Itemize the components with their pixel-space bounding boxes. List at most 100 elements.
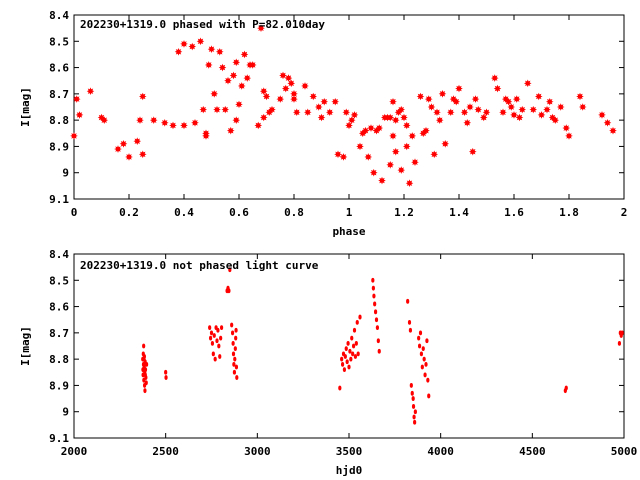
unphased-y-tick-label: 9 bbox=[62, 406, 69, 419]
data-point bbox=[479, 113, 488, 122]
phased-x-tick-label: 0.4 bbox=[174, 206, 194, 219]
data-point bbox=[142, 354, 146, 359]
unphased-x-tick-label: 2500 bbox=[152, 445, 179, 458]
phased-y-tick-label: 8.7 bbox=[49, 88, 69, 101]
data-point bbox=[419, 351, 424, 357]
data-point bbox=[356, 351, 360, 357]
data-point bbox=[421, 346, 425, 352]
data-point bbox=[290, 95, 298, 103]
data-point bbox=[564, 385, 568, 391]
data-point bbox=[144, 375, 148, 380]
data-point bbox=[212, 333, 216, 338]
phased-y-axis-label: I[mag] bbox=[19, 87, 32, 127]
data-point bbox=[367, 124, 375, 132]
data-point bbox=[254, 121, 263, 130]
data-point bbox=[389, 132, 397, 140]
phased-x-tick-labels: 0 0.2 0.4 0.6 0.8 1 1.2 1.4 1.6 1.8 2 bbox=[71, 206, 628, 219]
data-point bbox=[281, 84, 290, 93]
unphased-x-tick-label: 4000 bbox=[427, 445, 454, 458]
unphased-y-tick-label: 8.5 bbox=[49, 274, 69, 287]
data-point bbox=[417, 343, 422, 349]
data-point bbox=[234, 364, 239, 370]
data-point bbox=[226, 126, 235, 135]
data-point bbox=[435, 116, 444, 124]
phased-panel: 0 0.2 0.4 0.6 0.8 1 1.2 1.4 1.6 1.8 2 8.4 8.5 8.6 8.7… bbox=[19, 9, 627, 238]
data-point bbox=[420, 364, 424, 370]
data-point bbox=[378, 176, 386, 185]
data-point bbox=[279, 71, 287, 80]
data-point bbox=[188, 42, 197, 51]
data-point bbox=[344, 346, 348, 352]
phased-chart-title: 202230+1319.0 phased with P=82.010day bbox=[80, 18, 325, 31]
data-point bbox=[217, 343, 221, 349]
data-point bbox=[86, 87, 95, 96]
data-point bbox=[233, 356, 237, 362]
data-point bbox=[406, 298, 410, 304]
data-point bbox=[452, 97, 461, 106]
data-point bbox=[518, 105, 527, 114]
data-point bbox=[232, 369, 237, 375]
phased-x-tick-label: 1 bbox=[346, 206, 353, 219]
data-point bbox=[164, 369, 168, 375]
data-point bbox=[320, 97, 329, 106]
unphased-panel: 2000 2500 3000 3500 4000 4500 5000 8.48.58.68.… bbox=[19, 248, 637, 477]
data-point bbox=[211, 351, 215, 357]
data-point bbox=[349, 356, 353, 362]
data-point bbox=[204, 61, 213, 69]
data-point bbox=[208, 325, 212, 330]
data-point bbox=[397, 105, 406, 114]
data-point bbox=[145, 362, 149, 367]
data-point bbox=[545, 97, 554, 106]
unphased-x-tick-label: 3000 bbox=[244, 445, 271, 458]
data-point bbox=[408, 132, 417, 140]
data-point bbox=[374, 317, 379, 323]
data-point bbox=[603, 118, 612, 127]
data-point bbox=[377, 348, 381, 354]
unphased-y-tick-label: 8.9 bbox=[49, 379, 69, 392]
unphased-plot-frame bbox=[73, 253, 625, 439]
data-point bbox=[196, 37, 205, 46]
data-point bbox=[422, 356, 426, 362]
data-point bbox=[427, 393, 431, 399]
data-point bbox=[216, 327, 220, 333]
data-point bbox=[375, 325, 380, 330]
data-point bbox=[342, 108, 351, 117]
phased-y-tick-label: 8.6 bbox=[49, 62, 69, 75]
data-point bbox=[234, 327, 238, 333]
unphased-data-points bbox=[141, 267, 624, 425]
data-point bbox=[515, 113, 524, 122]
data-point bbox=[391, 147, 400, 156]
data-point bbox=[386, 113, 395, 122]
data-point bbox=[143, 388, 147, 394]
data-point bbox=[409, 383, 413, 388]
data-point bbox=[174, 48, 183, 56]
data-point bbox=[499, 108, 507, 117]
unphased-y-tick-labels: 8.4 8.5 8.6 8.7 8.8 8.9 9 9.1 bbox=[49, 248, 69, 445]
data-point bbox=[207, 45, 216, 53]
data-point bbox=[373, 301, 377, 307]
phased-x-tick-label: 1.2 bbox=[394, 206, 414, 219]
data-point bbox=[534, 92, 543, 101]
data-point bbox=[471, 95, 480, 103]
data-point bbox=[413, 419, 417, 425]
data-point bbox=[232, 362, 236, 367]
data-point bbox=[371, 285, 375, 291]
data-point bbox=[426, 377, 430, 383]
data-point bbox=[224, 76, 232, 85]
data-point bbox=[219, 335, 223, 341]
unphased-x-tick-label: 4500 bbox=[519, 445, 546, 458]
data-point bbox=[169, 121, 177, 130]
data-point bbox=[407, 319, 412, 325]
data-point bbox=[424, 362, 428, 367]
data-point bbox=[180, 121, 188, 130]
data-point bbox=[617, 340, 622, 346]
phased-y-tick-label: 8.4 bbox=[49, 9, 69, 22]
data-point bbox=[218, 63, 227, 72]
data-point bbox=[430, 150, 439, 159]
data-point bbox=[389, 97, 397, 106]
unphased-x-tick-labels: 2000 2500 3000 3500 4000 4500 5000 bbox=[61, 445, 638, 458]
data-point bbox=[235, 100, 243, 109]
data-point bbox=[556, 103, 565, 111]
unphased-y-tick-label: 8.4 bbox=[49, 248, 69, 261]
data-point bbox=[373, 309, 378, 315]
